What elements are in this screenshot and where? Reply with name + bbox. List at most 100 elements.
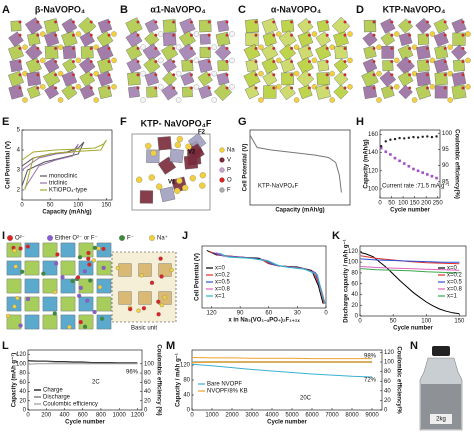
atom — [18, 246, 23, 251]
polyhedron — [42, 260, 58, 276]
atom — [54, 86, 58, 90]
atom — [189, 20, 193, 24]
atom — [272, 73, 276, 77]
atom — [461, 86, 465, 90]
atom — [258, 44, 264, 50]
atom — [119, 235, 125, 241]
x-tick-label: 50 — [388, 201, 395, 207]
atom — [219, 157, 225, 163]
atom — [111, 57, 117, 64]
atom — [18, 33, 22, 37]
atom — [429, 84, 436, 90]
atom — [148, 174, 155, 181]
atom — [156, 312, 161, 317]
y2-axis-label: Coulombic efficiency(%) — [453, 129, 459, 199]
y2-tick-label: 90 — [442, 163, 449, 169]
atom — [425, 86, 429, 90]
atom — [96, 246, 101, 251]
data-line — [27, 363, 138, 365]
atom — [12, 304, 17, 309]
panel-label: K — [332, 230, 340, 242]
polyhedron — [60, 260, 76, 276]
x-axis-label: Cycle number — [65, 420, 105, 426]
atom — [343, 86, 347, 90]
y-tick-label: 120 — [348, 249, 359, 255]
y-axis-label: Cell Potential (V) — [243, 144, 249, 192]
annotation: 96% — [126, 370, 139, 376]
y2-tick-label: 80 — [384, 369, 391, 375]
atom — [53, 261, 59, 266]
y2-tick-label: 100 — [144, 361, 155, 367]
atom — [225, 86, 229, 90]
atom — [158, 256, 163, 261]
annotation: 2C — [92, 380, 100, 386]
atom — [307, 33, 311, 37]
polyhedron — [146, 86, 158, 98]
atom — [411, 44, 418, 50]
structure-title: α1-NaVOPO₄ — [150, 4, 205, 14]
atom — [408, 60, 412, 64]
atom — [93, 97, 99, 103]
atom — [325, 60, 329, 64]
x-tick-label: 0 — [324, 311, 328, 317]
atom — [307, 20, 311, 24]
atom — [175, 70, 182, 77]
atom — [54, 20, 58, 24]
atom — [136, 86, 140, 90]
data-line — [21, 143, 79, 189]
y-tick-label: 40 — [351, 292, 358, 298]
atom — [54, 33, 58, 37]
x-tick-label: 250 — [433, 201, 444, 207]
atom — [136, 308, 141, 313]
atom — [107, 86, 111, 90]
atom — [36, 20, 40, 24]
atom — [425, 73, 429, 77]
atom — [290, 20, 294, 24]
atom — [272, 33, 276, 37]
x-tick-label: 7000 — [325, 413, 339, 419]
polyhedron — [382, 59, 394, 72]
x-axis-label: Cycle number — [267, 420, 307, 426]
y-tick-label: 120 — [16, 352, 27, 358]
atom — [86, 250, 91, 256]
atom — [6, 313, 11, 319]
atom — [447, 44, 453, 50]
atom — [207, 86, 211, 90]
atom — [136, 73, 140, 77]
y-axis-label: Cell Potential (V) — [6, 141, 12, 189]
atom — [254, 73, 258, 77]
point — [421, 171, 424, 174]
polyhedron — [6, 296, 22, 312]
atom — [461, 33, 465, 37]
y-tick-label: 120 — [368, 168, 379, 174]
atom — [111, 84, 117, 90]
atom — [107, 33, 111, 37]
atom — [272, 86, 276, 90]
atom — [254, 46, 258, 50]
atom — [36, 60, 40, 64]
panel-label: G — [238, 116, 247, 128]
atom — [77, 293, 82, 299]
atom — [136, 46, 140, 50]
atom — [408, 20, 412, 24]
atom — [15, 295, 20, 301]
atom — [176, 135, 184, 143]
data-line — [360, 258, 460, 263]
atom — [172, 20, 176, 24]
x-axis-label: Capacity (mAh/g) — [42, 210, 91, 216]
legend-text: Na — [227, 148, 235, 154]
legend-text: x=0.5 — [447, 280, 463, 286]
atom — [158, 84, 164, 90]
atom — [207, 60, 211, 64]
atom — [343, 73, 347, 77]
atom — [325, 33, 329, 37]
atom — [185, 143, 192, 150]
atom — [18, 46, 22, 50]
atom — [115, 265, 121, 271]
atom — [207, 20, 211, 24]
point — [384, 140, 387, 143]
polyhedron — [118, 263, 132, 277]
point — [426, 135, 429, 138]
plot-frame — [359, 245, 467, 317]
polyhedron — [181, 86, 193, 98]
